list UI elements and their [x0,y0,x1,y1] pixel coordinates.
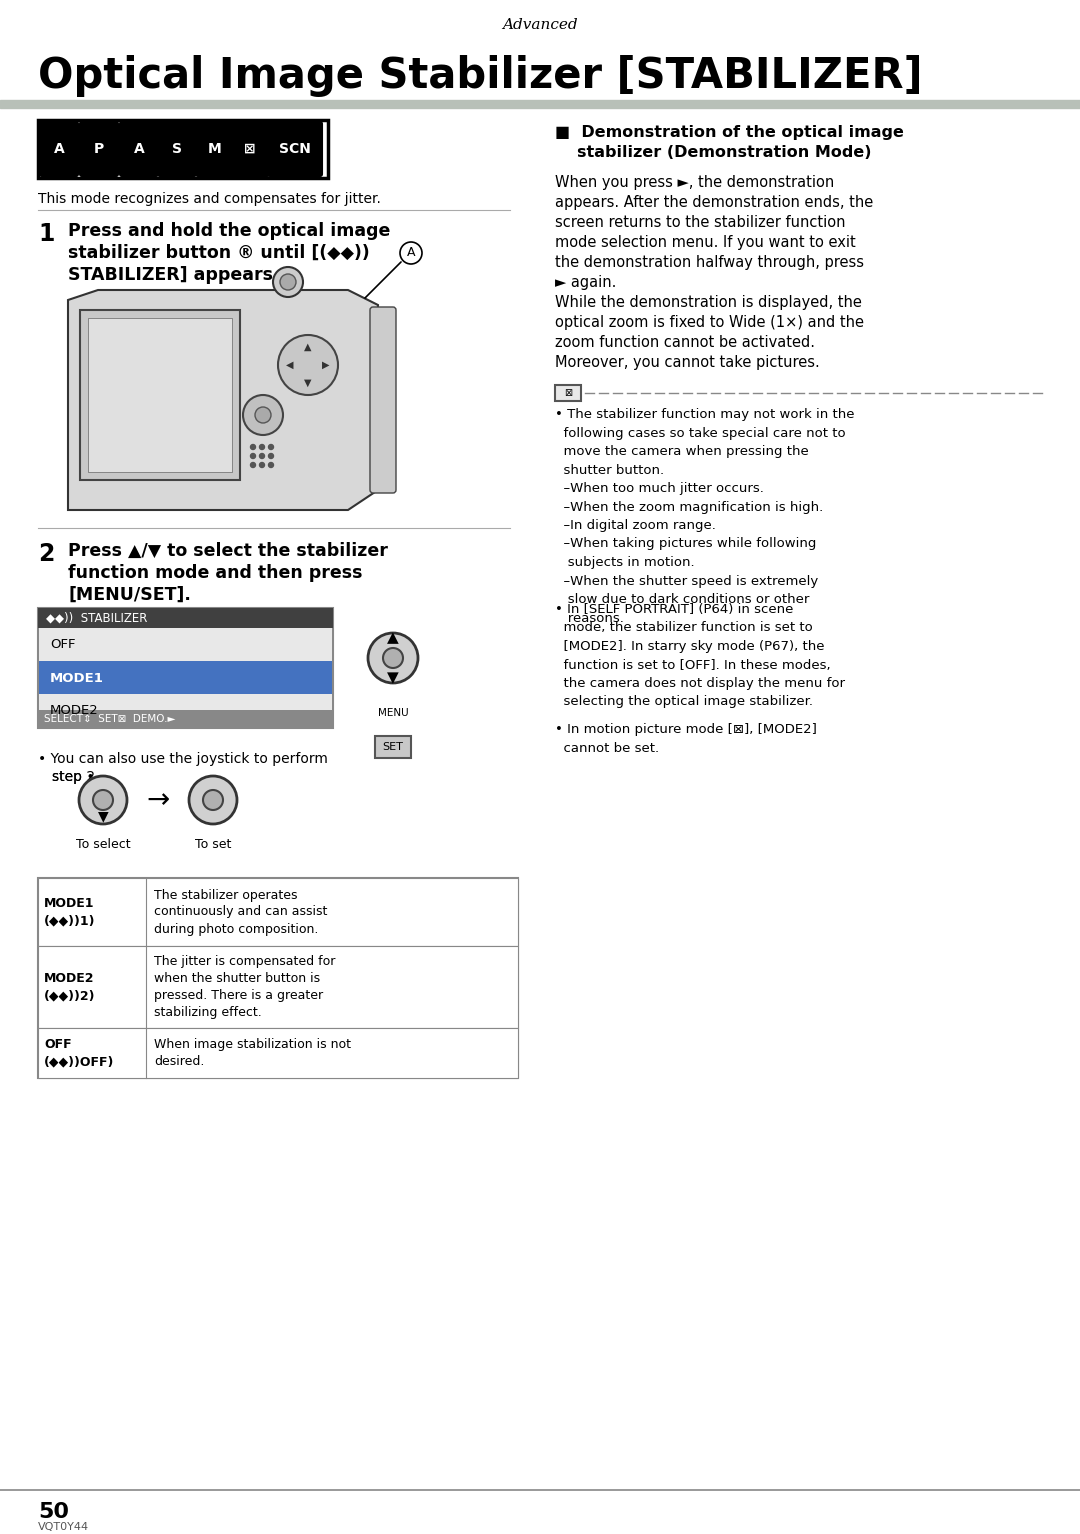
Bar [38,1028,518,1078]
Circle shape [273,267,303,298]
Text: ◀: ◀ [286,360,294,370]
Text: stabilizer (Demonstration Mode): stabilizer (Demonstration Mode) [577,146,872,160]
Circle shape [93,790,113,810]
Text: A: A [407,247,415,259]
Circle shape [189,776,237,824]
Text: While the demonstration is displayed, the: While the demonstration is displayed, th… [555,295,862,310]
Circle shape [255,407,271,423]
Text: S: S [172,143,183,156]
Text: ■  Demonstration of the optical image: ■ Demonstration of the optical image [555,124,904,140]
Circle shape [259,462,265,468]
Text: the demonstration halfway through, press: the demonstration halfway through, press [555,255,864,270]
Circle shape [79,776,127,824]
Text: Optical Image Stabilizer [STABILIZER]: Optical Image Stabilizer [STABILIZER] [38,55,922,97]
Text: ▼: ▼ [305,377,312,388]
Text: To select: To select [76,838,131,851]
Circle shape [259,445,265,449]
Text: appears. After the demonstration ends, the: appears. After the demonstration ends, t… [555,195,874,210]
FancyBboxPatch shape [370,307,396,492]
Circle shape [368,634,418,683]
Bar [80,310,240,480]
FancyBboxPatch shape [268,123,322,176]
Circle shape [243,394,283,436]
Text: SELECT⇕  SET⊠  DEMO.►: SELECT⇕ SET⊠ DEMO.► [44,713,175,724]
Text: ▼: ▼ [387,670,399,686]
Text: VQT0Y44: VQT0Y44 [38,1522,90,1532]
Text: ▲: ▲ [387,630,399,646]
Circle shape [269,445,273,449]
Text: MODE1: MODE1 [50,672,104,684]
Text: A: A [134,143,145,156]
Text: zoom function cannot be activated.: zoom function cannot be activated. [555,334,815,350]
Text: stabilizer button ® until [(◆◆)): stabilizer button ® until [(◆◆)) [68,244,369,262]
Bar [39,627,332,661]
Text: M: M [208,143,221,156]
Bar [38,710,333,729]
Text: SCN: SCN [279,143,311,156]
Bar [38,607,333,627]
Text: Press and hold the optical image: Press and hold the optical image [68,222,390,239]
Circle shape [400,242,422,264]
Circle shape [259,454,265,459]
Text: 1: 1 [38,222,54,245]
FancyBboxPatch shape [40,123,78,176]
Circle shape [280,275,296,290]
Text: screen returns to the stabilizer function: screen returns to the stabilizer functio… [555,215,846,230]
Text: • In [SELF PORTRAIT] (P64) in scene
  mode, the stabilizer function is set to
  : • In [SELF PORTRAIT] (P64) in scene mode… [555,603,845,709]
Text: function mode and then press: function mode and then press [68,565,363,581]
Text: SET: SET [382,742,404,752]
Text: Advanced: Advanced [502,18,578,32]
Text: The jitter is compensated for
when the shutter button is
pressed. There is a gre: The jitter is compensated for when the s… [154,956,336,1019]
Text: OFF
(◆◆))OFF): OFF (◆◆))OFF) [44,1039,114,1068]
FancyBboxPatch shape [158,123,195,176]
Circle shape [251,445,256,449]
Circle shape [278,334,338,394]
Text: • The stabilizer function may not work in the
  following cases so take special : • The stabilizer function may not work i… [555,408,854,624]
Text: [MENU/SET].: [MENU/SET]. [68,586,191,604]
Text: →: → [147,785,170,815]
Text: optical zoom is fixed to Wide (1×) and the: optical zoom is fixed to Wide (1×) and t… [555,314,864,330]
Circle shape [203,790,222,810]
Circle shape [269,462,273,468]
Text: ⊠: ⊠ [244,143,256,156]
Bar [38,877,518,1078]
Circle shape [383,647,403,667]
Text: ▶: ▶ [322,360,329,370]
Text: ◆◆))  STABILIZER: ◆◆)) STABILIZER [46,612,147,624]
Text: P: P [94,143,104,156]
Polygon shape [68,290,378,509]
Text: When image stabilization is not
desired.: When image stabilization is not desired. [154,1039,351,1068]
Text: Press ▲/▼ to select the stabilizer: Press ▲/▼ to select the stabilizer [68,542,388,560]
Bar [375,736,411,758]
Bar [38,877,518,946]
Bar [0,100,1080,107]
Text: • In motion picture mode [⊠], [MODE2]
  cannot be set.: • In motion picture mode [⊠], [MODE2] ca… [555,723,816,755]
Text: 50: 50 [38,1502,69,1522]
Bar [39,661,332,693]
Bar [87,318,232,472]
Bar [38,607,333,729]
Bar [555,385,581,400]
FancyBboxPatch shape [195,123,234,176]
Bar [38,946,518,1028]
Text: ▲: ▲ [305,342,312,351]
Text: mode selection menu. If you want to exit: mode selection menu. If you want to exit [555,235,855,250]
Text: step •: step • [52,770,95,784]
Bar [38,120,328,178]
Text: ⊠: ⊠ [564,388,572,397]
Text: The stabilizer operates
continuously and can assist
during photo composition.: The stabilizer operates continuously and… [154,888,327,936]
Text: step 2: step 2 [52,770,95,784]
Text: MODE2: MODE2 [50,704,98,718]
Circle shape [251,462,256,468]
Circle shape [269,454,273,459]
Text: To set: To set [194,838,231,851]
Text: Moreover, you cannot take pictures.: Moreover, you cannot take pictures. [555,354,820,370]
Text: ► again.: ► again. [555,275,617,290]
Text: MODE1
(◆◆))1): MODE1 (◆◆))1) [44,897,95,927]
Text: When you press ►, the demonstration: When you press ►, the demonstration [555,175,834,190]
Text: ▼: ▼ [97,808,108,824]
Text: MODE2
(◆◆))2): MODE2 (◆◆))2) [44,973,95,1002]
Text: • You can also use the joystick to perform: • You can also use the joystick to perfo… [38,752,328,765]
Text: This mode recognizes and compensates for jitter.: This mode recognizes and compensates for… [38,192,381,206]
Text: MENU: MENU [378,709,408,718]
